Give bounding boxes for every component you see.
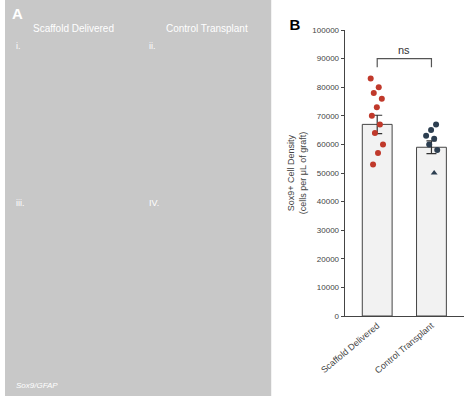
svg-text:20000: 20000 — [317, 255, 340, 264]
svg-text:30000: 30000 — [317, 226, 340, 235]
svg-text:A: A — [12, 5, 23, 22]
svg-text:Sox9/GFAP: Sox9/GFAP — [16, 381, 58, 390]
svg-text:0: 0 — [335, 312, 340, 321]
svg-text:ns: ns — [398, 44, 410, 56]
svg-text:B: B — [290, 16, 301, 33]
svg-text:60000: 60000 — [317, 140, 340, 149]
svg-text:Control Transplant: Control Transplant — [373, 320, 436, 375]
svg-text:ii.: ii. — [149, 41, 156, 51]
svg-text:80000: 80000 — [317, 83, 340, 92]
svg-text:10000: 10000 — [317, 283, 340, 292]
svg-text:Sox9+ Cell Density(cells per μ: Sox9+ Cell Density(cells per μL of graft… — [286, 132, 308, 214]
svg-text:70000: 70000 — [317, 112, 340, 121]
svg-text:Scaffold Delivered: Scaffold Delivered — [319, 321, 381, 376]
svg-text:iii.: iii. — [16, 198, 25, 208]
svg-text:IV.: IV. — [149, 198, 159, 208]
svg-text:Control Transplant: Control Transplant — [166, 23, 248, 34]
svg-text:100000: 100000 — [312, 26, 339, 35]
svg-text:50000: 50000 — [317, 169, 340, 178]
svg-text:i.: i. — [16, 41, 21, 51]
svg-text:Scaffold Delivered: Scaffold Delivered — [33, 23, 114, 34]
svg-text:90000: 90000 — [317, 54, 340, 63]
svg-text:40000: 40000 — [317, 197, 340, 206]
